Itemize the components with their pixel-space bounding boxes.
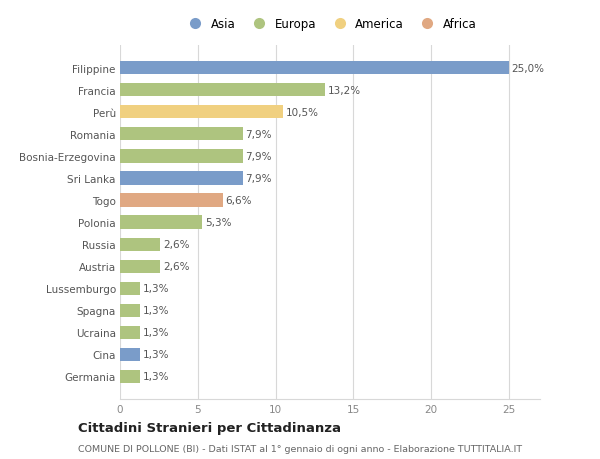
Bar — [120, 216, 202, 229]
Text: 2,6%: 2,6% — [163, 240, 189, 250]
Bar — [120, 238, 160, 251]
Text: 6,6%: 6,6% — [225, 196, 251, 206]
Bar — [120, 194, 223, 207]
Text: 13,2%: 13,2% — [328, 85, 361, 95]
Bar — [120, 304, 140, 317]
Legend: Asia, Europa, America, Africa: Asia, Europa, America, Africa — [179, 13, 481, 35]
Bar — [120, 282, 140, 295]
Bar — [120, 84, 325, 97]
Text: 7,9%: 7,9% — [245, 129, 272, 140]
Text: 1,3%: 1,3% — [143, 306, 169, 316]
Bar — [120, 326, 140, 339]
Bar — [120, 348, 140, 361]
Text: 1,3%: 1,3% — [143, 372, 169, 381]
Bar — [120, 172, 243, 185]
Bar — [120, 128, 243, 141]
Text: 7,9%: 7,9% — [245, 151, 272, 162]
Bar — [120, 106, 283, 119]
Text: 7,9%: 7,9% — [245, 174, 272, 184]
Text: 1,3%: 1,3% — [143, 284, 169, 294]
Bar — [120, 260, 160, 273]
Text: 2,6%: 2,6% — [163, 262, 189, 272]
Bar — [120, 370, 140, 383]
Text: COMUNE DI POLLONE (BI) - Dati ISTAT al 1° gennaio di ogni anno - Elaborazione TU: COMUNE DI POLLONE (BI) - Dati ISTAT al 1… — [78, 444, 522, 453]
Text: 1,3%: 1,3% — [143, 350, 169, 360]
Text: 10,5%: 10,5% — [286, 107, 319, 118]
Bar — [120, 62, 509, 75]
Text: 5,3%: 5,3% — [205, 218, 231, 228]
Bar — [120, 150, 243, 163]
Text: 25,0%: 25,0% — [511, 64, 544, 73]
Text: Cittadini Stranieri per Cittadinanza: Cittadini Stranieri per Cittadinanza — [78, 421, 341, 434]
Text: 1,3%: 1,3% — [143, 328, 169, 338]
